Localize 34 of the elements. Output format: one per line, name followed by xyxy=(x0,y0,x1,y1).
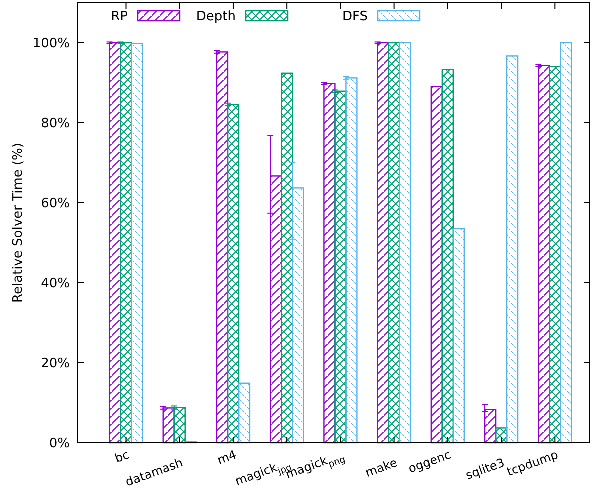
bar xyxy=(346,78,358,444)
y-tick-label: 40% xyxy=(41,276,70,292)
bar xyxy=(280,72,294,444)
y-tick-label: 100% xyxy=(32,36,70,52)
legend-label: RP xyxy=(111,10,128,25)
bar xyxy=(334,90,347,444)
y-axis-title: Relative Solver Time (%) xyxy=(11,143,26,303)
legend-label: Depth xyxy=(196,10,236,25)
bar xyxy=(538,65,550,444)
bar xyxy=(430,86,444,444)
bar xyxy=(452,228,466,444)
x-tick-label: m4 xyxy=(216,448,239,468)
bar xyxy=(109,42,122,444)
bar xyxy=(549,66,562,444)
y-tick-label: 80% xyxy=(41,116,70,132)
bar xyxy=(120,42,132,444)
bar xyxy=(388,42,400,444)
bar xyxy=(377,42,390,444)
bar xyxy=(560,42,572,444)
y-tick-label: 0% xyxy=(49,436,70,452)
y-tick-label: 60% xyxy=(41,196,70,212)
bar xyxy=(227,104,240,444)
bar xyxy=(216,52,229,444)
bar xyxy=(324,83,336,444)
bar xyxy=(238,382,251,444)
bar xyxy=(174,407,186,444)
bar xyxy=(131,43,144,444)
legend-label: DFS xyxy=(342,10,368,25)
bar xyxy=(399,42,412,444)
bar xyxy=(484,409,497,444)
bar xyxy=(442,69,454,444)
bar xyxy=(506,56,519,444)
x-tick-label: make xyxy=(364,456,400,480)
y-tick-label: 20% xyxy=(41,356,70,372)
